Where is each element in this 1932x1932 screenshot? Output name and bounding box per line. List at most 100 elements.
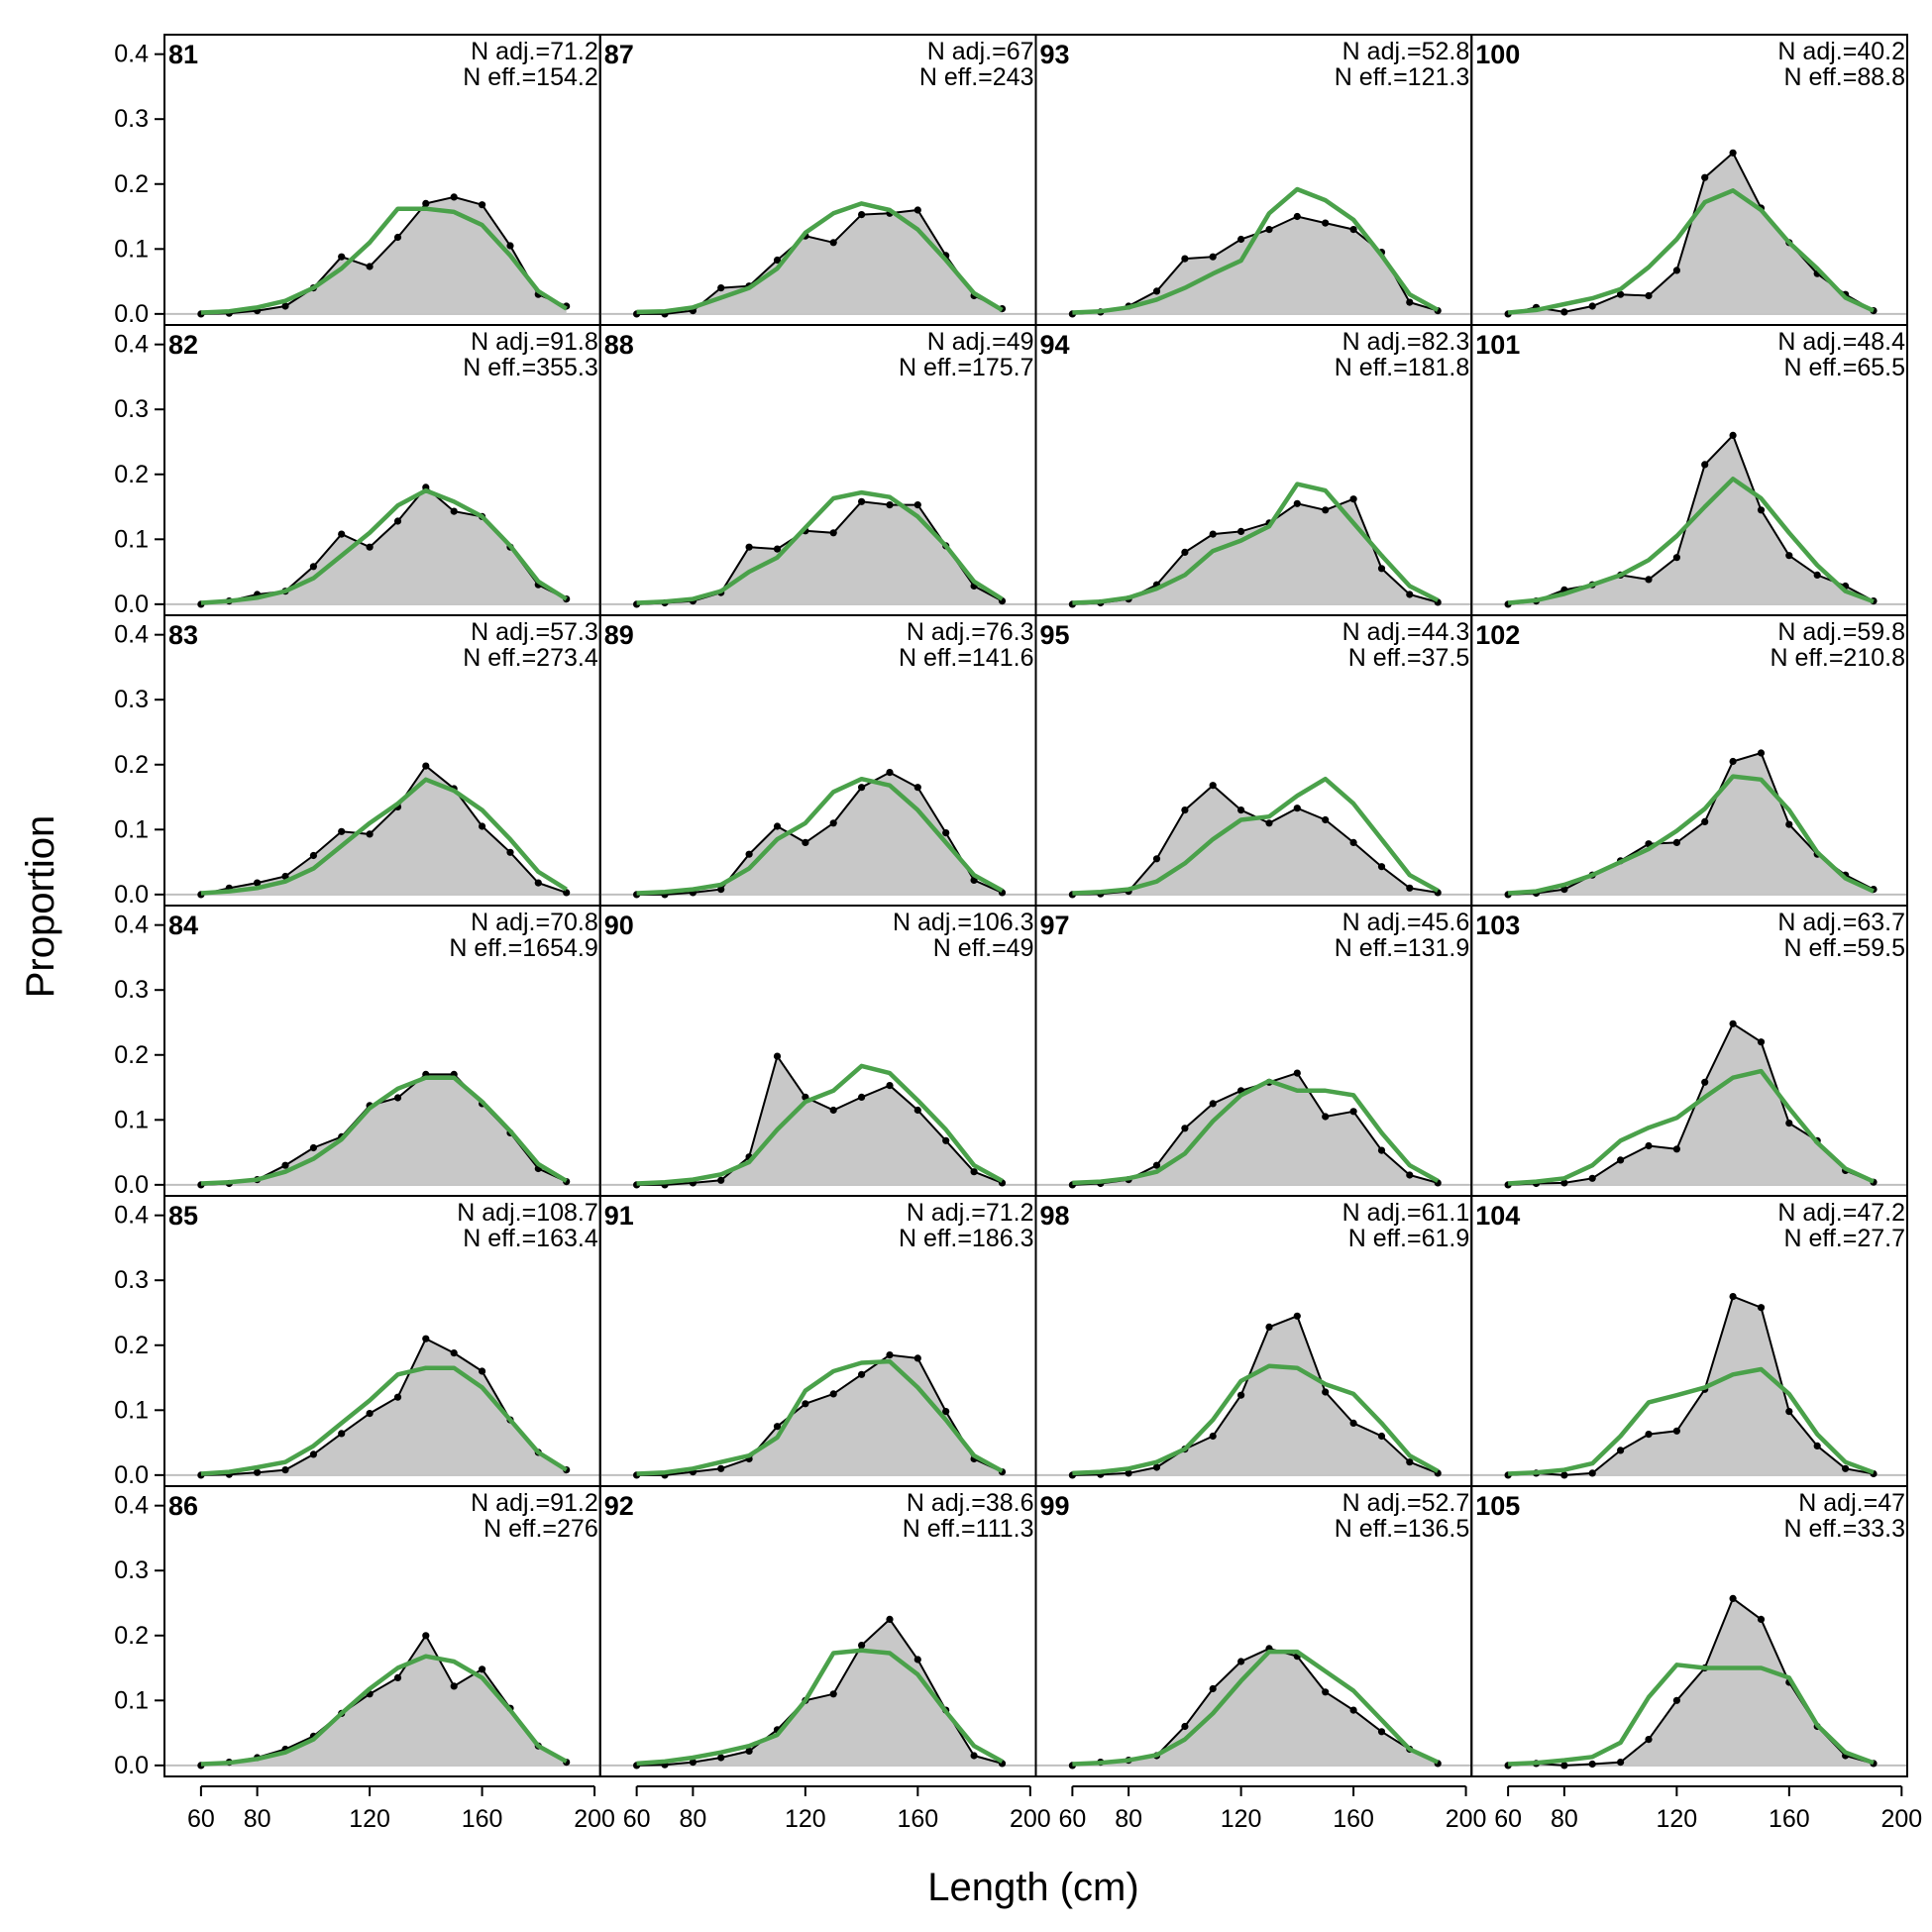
observed-point xyxy=(366,263,374,270)
observed-area xyxy=(200,196,567,314)
expected-line xyxy=(200,1654,568,1767)
x-tick-label: 200 xyxy=(1010,1805,1051,1833)
x-tick-label: 60 xyxy=(187,1805,215,1833)
n-adj-label: N adj.=71.2 xyxy=(907,1199,1034,1227)
observed-point xyxy=(1617,1447,1625,1454)
x-tick-label: 160 xyxy=(1333,1805,1374,1833)
observed-point xyxy=(886,1082,894,1090)
n-adj-label: N adj.=91.2 xyxy=(471,1489,598,1517)
y-tick-label: 0.1 xyxy=(114,525,149,553)
y-tick-label: 0.1 xyxy=(114,815,149,843)
y-tick-label: 0.2 xyxy=(114,1041,149,1069)
observed-point xyxy=(745,850,753,858)
y-tick-label: 0.0 xyxy=(114,1752,149,1779)
observed-point xyxy=(1785,552,1793,560)
observed-point xyxy=(1560,1179,1568,1187)
y-tick-label: 0.0 xyxy=(114,1171,149,1199)
panel-86: 86 N adj.=91.2N eff.=276 xyxy=(163,1485,601,1777)
panel-label: 88 xyxy=(604,330,634,360)
y-tick-label: 0.1 xyxy=(114,1686,149,1714)
expected-line xyxy=(636,1358,1004,1476)
observed-area xyxy=(1508,1023,1874,1185)
n-eff-label: N eff.=88.8 xyxy=(1783,63,1905,91)
n-eff-label: N eff.=49 xyxy=(933,934,1034,962)
n-eff-label: N eff.=154.2 xyxy=(463,63,597,91)
observed-point xyxy=(506,848,514,856)
panel-label: 89 xyxy=(604,620,634,650)
observed-point xyxy=(942,1136,950,1144)
observed-point xyxy=(717,1464,725,1472)
x-tick-label: 80 xyxy=(1551,1805,1578,1833)
observed-point xyxy=(1349,1706,1357,1714)
observed-point xyxy=(1406,590,1414,598)
n-eff-label: N eff.=210.8 xyxy=(1771,644,1905,672)
observed-point xyxy=(338,827,346,835)
observed-point xyxy=(1672,267,1680,274)
observed-area xyxy=(1072,1316,1439,1475)
observed-point xyxy=(1617,1156,1625,1164)
observed-point xyxy=(1237,527,1245,536)
observed-point xyxy=(309,563,317,571)
observed-point xyxy=(393,233,402,242)
panel-label: 92 xyxy=(604,1491,634,1521)
n-adj-label: N adj.=67 xyxy=(927,38,1034,65)
observed-line xyxy=(636,1053,1003,1186)
observed-area xyxy=(1072,498,1439,604)
panel-94: 94 N adj.=82.3N eff.=181.8 xyxy=(1034,324,1473,616)
observed-point xyxy=(717,1754,725,1762)
observed-area xyxy=(200,486,567,604)
n-adj-label: N adj.=61.1 xyxy=(1342,1199,1470,1227)
observed-point xyxy=(1377,1728,1386,1736)
n-eff-label: N eff.=273.4 xyxy=(463,644,598,672)
observed-point xyxy=(1377,1432,1386,1441)
y-axis-title: Proportion xyxy=(19,815,62,999)
observed-point xyxy=(1617,290,1625,298)
observed-point xyxy=(1842,1464,1850,1472)
observed-point xyxy=(1729,757,1737,766)
y-tick-label: 0.3 xyxy=(114,1556,149,1584)
observed-point xyxy=(717,1176,725,1184)
observed-point xyxy=(1617,1759,1625,1767)
n-adj-label: N adj.=52.8 xyxy=(1342,38,1470,65)
panel-label: 105 xyxy=(1475,1491,1520,1521)
panel-label: 90 xyxy=(604,911,634,940)
expected-line xyxy=(1072,776,1440,896)
observed-area xyxy=(1508,1296,1874,1475)
observed-point xyxy=(1645,1736,1653,1744)
panel-label: 100 xyxy=(1475,40,1520,69)
observed-point xyxy=(1209,530,1217,538)
observed-point xyxy=(254,879,262,887)
y-tick-label: 0.4 xyxy=(114,1202,149,1230)
x-tick-label: 200 xyxy=(574,1805,615,1833)
observed-point xyxy=(1152,1161,1161,1169)
observed-point xyxy=(1406,1458,1414,1466)
y-tick-label: 0.4 xyxy=(114,1492,149,1520)
observed-point xyxy=(745,543,753,551)
observed-point xyxy=(773,256,782,265)
x-tick-label: 80 xyxy=(244,1805,271,1833)
observed-point xyxy=(1181,1125,1189,1132)
observed-point xyxy=(913,501,921,509)
observed-area xyxy=(200,1635,567,1766)
observed-point xyxy=(1349,226,1357,234)
observed-point xyxy=(309,1143,317,1152)
y-tick-label: 0.4 xyxy=(114,331,149,359)
observed-point xyxy=(450,507,458,515)
y-tick-label: 0.0 xyxy=(114,300,149,328)
observed-point xyxy=(913,206,921,214)
observed-point xyxy=(913,784,921,792)
observed-point xyxy=(422,1335,430,1342)
n-eff-label: N eff.=276 xyxy=(483,1515,598,1543)
n-eff-label: N eff.=186.3 xyxy=(899,1225,1033,1252)
panel-label: 93 xyxy=(1040,40,1070,69)
n-adj-label: N adj.=45.6 xyxy=(1342,909,1470,936)
observed-point xyxy=(1560,1762,1568,1770)
x-tick-label: 160 xyxy=(462,1805,503,1833)
observed-point xyxy=(1785,820,1793,828)
observed-area xyxy=(636,1354,1003,1475)
observed-point xyxy=(745,1747,753,1755)
n-eff-label: N eff.=181.8 xyxy=(1335,354,1469,381)
observed-point xyxy=(1672,838,1680,847)
observed-point xyxy=(1813,1442,1821,1449)
panel-label: 99 xyxy=(1040,1491,1070,1521)
